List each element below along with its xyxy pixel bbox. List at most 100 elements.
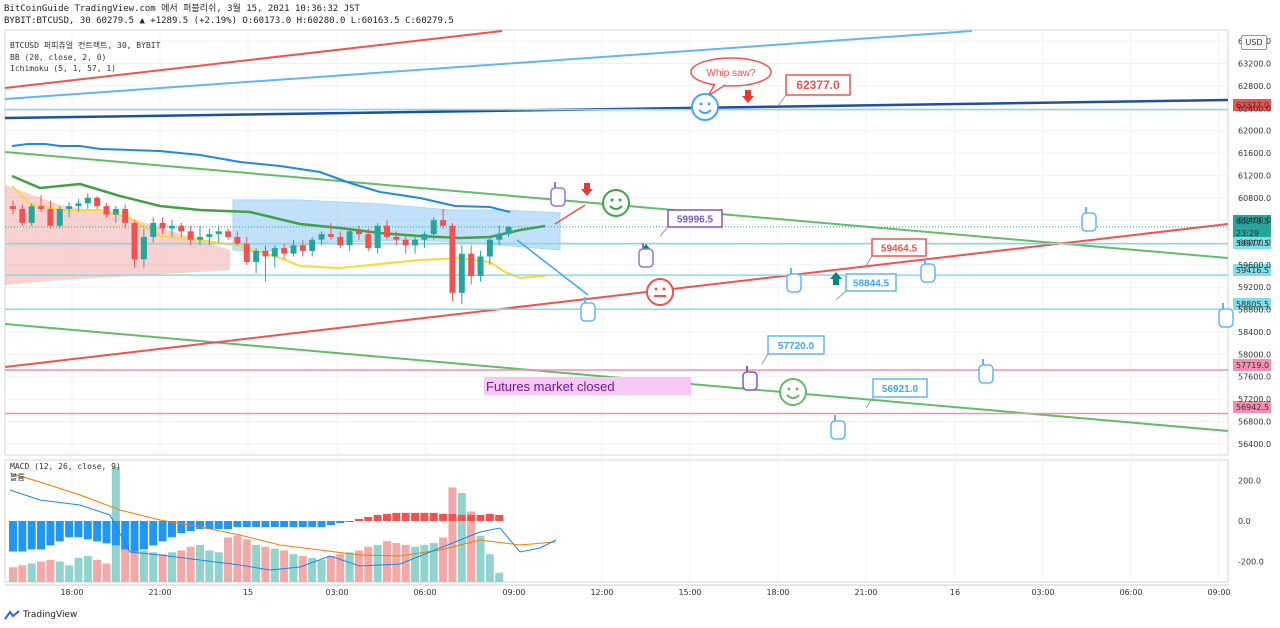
price-tick-label: 62000.0 — [1238, 127, 1271, 136]
candle-body — [253, 250, 260, 263]
candle-body — [281, 248, 288, 254]
volume-bar — [354, 550, 363, 582]
macd-histogram-bar — [457, 514, 466, 521]
time-tick-label: 03:00 — [1031, 588, 1054, 597]
smile-face-icon-eye — [699, 102, 703, 106]
grin-face-icon-eye — [795, 387, 799, 391]
price-annotation-box — [785, 74, 851, 96]
pointing-hand-icon — [638, 248, 654, 268]
candle-body — [430, 220, 437, 235]
whip-saw-bubble — [690, 57, 772, 87]
volume-bar — [186, 546, 195, 582]
volume-bar — [205, 550, 214, 582]
candle-body — [103, 206, 110, 215]
price-annotation-label: 57720.0 — [778, 341, 815, 352]
candle-body — [84, 197, 91, 204]
volume-bar — [392, 543, 401, 582]
macd-histogram-bar — [354, 518, 363, 521]
macd-histogram-bar — [205, 521, 214, 530]
time-tick-label: 06:00 — [1119, 588, 1142, 597]
macd-histogram-bar — [149, 521, 158, 546]
price-tick-label: 59600.0 — [1238, 261, 1271, 270]
macd-tick-label: 200.0 — [1238, 476, 1261, 485]
macd-histogram-bar — [280, 521, 289, 528]
candle-body — [440, 220, 447, 226]
candle-body — [206, 234, 213, 237]
candle-body — [131, 222, 138, 260]
candle-body — [243, 243, 250, 263]
smirk-face-icon-eye — [618, 198, 622, 202]
candle-body — [486, 239, 493, 257]
macd-histogram-bar — [27, 521, 36, 550]
projection-arrow-up — [554, 204, 586, 225]
volume-bar — [401, 544, 410, 582]
price-tick-label: 57600.0 — [1238, 373, 1271, 382]
candle-body — [421, 234, 428, 240]
price-tick-label: 62400.0 — [1238, 104, 1271, 113]
pointing-hand-icon — [742, 371, 758, 391]
price-annotation-box — [872, 378, 928, 398]
legend-symbol[interactable]: BTCUSD 퍼피츄얼 컨트랙트, 30, BYBIT — [10, 41, 161, 50]
price-annotation-box — [667, 209, 723, 228]
volume-bar — [149, 552, 158, 582]
macd-histogram-bar — [37, 521, 46, 550]
legend-bb[interactable]: BB (20, close, 2, 0) — [10, 53, 107, 62]
macd-line — [9, 489, 557, 571]
candle-body — [299, 245, 306, 251]
candles — [10, 193, 512, 305]
candle-body — [28, 206, 35, 223]
price-axis-tag-label: 57719.0 — [1236, 361, 1269, 370]
macd-histogram-bar — [298, 521, 307, 528]
price-axis-tag — [1233, 227, 1271, 239]
candle-body — [234, 236, 241, 244]
macd-histogram-bar — [242, 521, 251, 528]
currency-button[interactable]: USD — [1241, 35, 1267, 50]
candle-body — [365, 234, 372, 249]
candle-body — [168, 225, 175, 229]
volume-bar — [429, 543, 438, 582]
volume-bar — [308, 557, 317, 582]
bollinger-lower — [11, 185, 546, 280]
volume-bar — [383, 541, 391, 582]
projection-arrow-down — [516, 239, 589, 296]
time-tick-label: 06:00 — [413, 588, 436, 597]
pointing-hand-icon — [580, 302, 596, 322]
pointing-hand-icon — [920, 263, 936, 283]
price-tick-label: 60400.0 — [1238, 216, 1271, 225]
macd-histogram-bar — [326, 521, 335, 526]
candle-body — [412, 239, 419, 246]
price-tick-label: 61600.0 — [1238, 149, 1271, 158]
arrow-down-icon — [581, 183, 593, 196]
legend-ichimoku[interactable]: Ichimoku (5, 1, 57, 1) — [10, 64, 116, 73]
volume-bar — [439, 537, 448, 582]
price-annotation-label: 59464.5 — [881, 244, 918, 255]
macd-tick-label: -200.0 — [1238, 558, 1264, 567]
macd-histogram-bar — [111, 521, 120, 546]
candle-body — [38, 206, 45, 209]
time-tick-label: 21:00 — [148, 588, 171, 597]
indicator-lines — [11, 143, 546, 280]
macd-histogram-bar — [364, 516, 373, 521]
volume-bar — [345, 552, 354, 582]
candle-body — [112, 208, 119, 215]
candle-body — [215, 231, 222, 235]
tradingview-logo[interactable]: TradingView — [4, 610, 77, 620]
candle-body — [159, 222, 166, 229]
volume-bar — [261, 546, 270, 582]
candle-body — [225, 231, 232, 237]
macd-histogram-bar — [65, 521, 74, 538]
candle-body — [346, 231, 353, 246]
macd-histogram-bar — [439, 513, 448, 521]
price-annotation-box — [871, 238, 927, 257]
macd-histogram-bar — [308, 521, 317, 528]
macd-histogram-bar — [373, 514, 382, 521]
pointing-hand-icon — [830, 420, 846, 440]
candle-body — [10, 206, 16, 209]
macd-histogram-bar — [121, 521, 130, 550]
legend-volume[interactable]: 볼륨 — [10, 473, 25, 482]
macd-histogram-bar — [289, 521, 298, 528]
macd-histogram-bar — [196, 521, 204, 530]
price-tick-label: 60000.0 — [1238, 239, 1271, 248]
smile-face-icon-eye — [707, 102, 711, 106]
legend-macd[interactable]: MACD (12, 26, close, 9) — [10, 462, 121, 471]
